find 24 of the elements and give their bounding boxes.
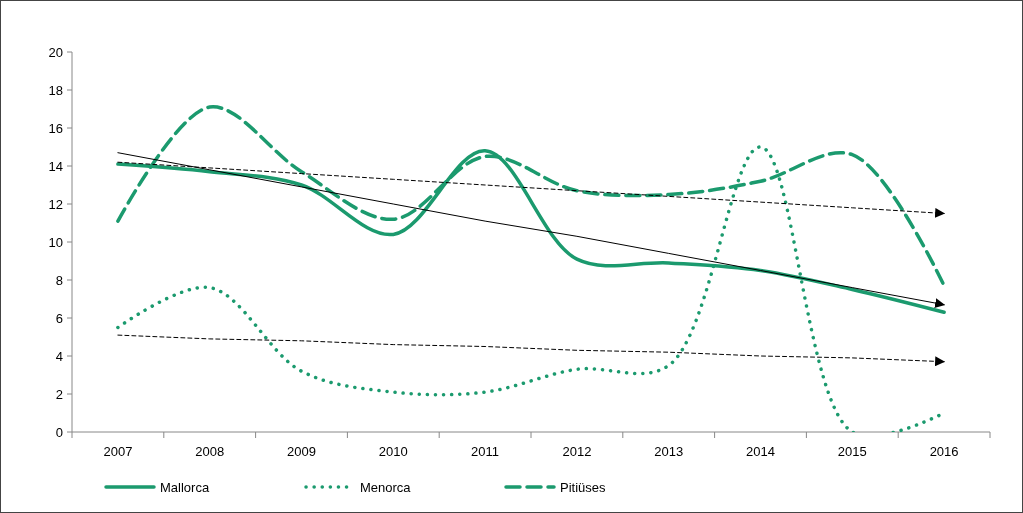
x-tick-label: 2008 xyxy=(195,444,225,459)
y-tick-label: 10 xyxy=(48,234,63,250)
y-tick-label: 8 xyxy=(55,272,63,288)
y-tick-label: 0 xyxy=(55,424,63,440)
y-tick-label: 6 xyxy=(55,310,63,326)
x-tick-label: 2013 xyxy=(654,444,684,459)
x-tick-label: 2009 xyxy=(287,444,316,459)
x-tick-label: 2007 xyxy=(103,444,133,459)
y-tick-label: 12 xyxy=(48,196,63,212)
y-tick-label: 20 xyxy=(48,44,63,60)
legend-label: Mallorca xyxy=(160,479,210,495)
x-tick-label: 2014 xyxy=(746,444,775,459)
y-tick-label: 4 xyxy=(55,348,63,364)
y-tick-label: 2 xyxy=(55,386,63,402)
x-tick-label: 2010 xyxy=(378,444,408,459)
y-tick-label: 14 xyxy=(48,158,63,174)
y-tick-label: 18 xyxy=(48,82,63,98)
x-tick-label: 2016 xyxy=(929,444,959,459)
x-tick-label: 2012 xyxy=(562,444,592,459)
y-tick-label: 16 xyxy=(48,120,63,136)
legend-label: Menorca xyxy=(360,479,412,495)
x-tick-label: 2011 xyxy=(471,444,500,459)
x-tick-label: 2015 xyxy=(837,444,867,459)
legend-label: Pitiüses xyxy=(560,479,607,495)
